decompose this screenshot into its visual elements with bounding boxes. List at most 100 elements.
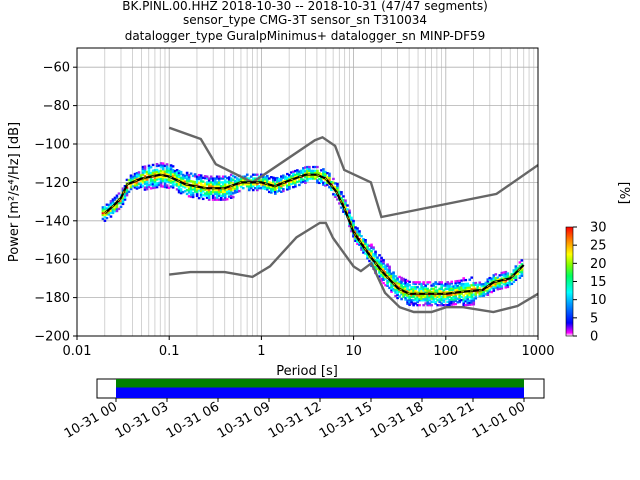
pdf-cell	[488, 278, 492, 282]
pdf-cell	[466, 284, 470, 287]
pdf-cell	[169, 179, 173, 182]
pdf-cell	[426, 304, 429, 307]
pdf-cell	[310, 169, 313, 173]
pdf-cell	[424, 287, 427, 291]
pdf-cell	[177, 173, 181, 177]
pdf-cell	[450, 293, 454, 297]
pdf-cell	[123, 194, 127, 197]
pdf-cell	[336, 186, 339, 190]
pdf-cell	[350, 216, 353, 219]
pdf-cell	[442, 304, 445, 307]
pdf-cell	[508, 283, 512, 286]
pdf-cell	[225, 192, 229, 195]
pdf-cell	[504, 276, 508, 279]
pdf-cell	[288, 187, 291, 190]
pdf-cell	[203, 192, 207, 195]
pdf-cell	[422, 299, 425, 302]
pdf-cell	[169, 170, 173, 173]
pdf-cell	[199, 176, 203, 179]
pdf-cell	[386, 265, 389, 268]
pdf-cell	[113, 210, 117, 213]
pdf-cell	[103, 208, 107, 211]
pdf-cell	[446, 290, 449, 294]
pdf-cell	[199, 189, 203, 193]
pdf-cell	[438, 294, 441, 297]
pdf-cell	[215, 196, 219, 199]
pdf-cell	[450, 288, 454, 292]
pdf-cell	[446, 297, 449, 300]
pdf-cell	[428, 289, 431, 292]
pdf-cell	[470, 295, 474, 298]
pdf-cell	[243, 175, 247, 178]
pdf-cell	[360, 238, 363, 242]
pdf-cell	[187, 174, 191, 177]
pdf-cell	[460, 285, 464, 289]
pdf-cell	[432, 294, 435, 297]
pdf-cell	[454, 281, 458, 285]
pdf-cell	[211, 190, 215, 194]
pdf-cell	[274, 177, 277, 180]
pdf-cell	[442, 290, 445, 294]
pdf-cell	[380, 279, 383, 282]
pdf-cell	[468, 288, 472, 291]
pdf-cell	[404, 283, 407, 286]
pdf-cell	[227, 193, 231, 196]
pdf-cell	[163, 172, 167, 175]
pdf-cell	[518, 274, 522, 278]
pdf-cell	[360, 235, 363, 238]
pdf-cell	[195, 190, 199, 194]
pdf-cell	[410, 294, 413, 297]
pdf-cell	[396, 277, 399, 280]
pdf-cell	[153, 180, 157, 183]
pdf-cell	[414, 290, 417, 294]
pdf-cell	[392, 287, 395, 291]
pdf-cell	[115, 194, 119, 197]
pdf-cell	[348, 211, 351, 214]
pdf-cell	[500, 273, 504, 277]
pdf-cell	[474, 297, 478, 300]
pdf-cell	[211, 177, 215, 180]
pdf-cell	[177, 169, 181, 173]
pdf-cell	[111, 200, 115, 203]
pdf-cell	[235, 184, 239, 188]
colorbar-gradient	[565, 226, 574, 337]
pdf-cell	[171, 184, 175, 187]
pdf-cell	[157, 172, 161, 175]
pdf-cell	[133, 172, 137, 176]
pdf-cell	[380, 261, 383, 264]
pdf-cell	[370, 245, 373, 248]
pdf-cell	[211, 194, 215, 197]
pdf-cell	[356, 240, 359, 244]
pdf-cell	[211, 188, 215, 192]
pdf-cell	[223, 198, 227, 201]
pdf-cell	[346, 210, 349, 213]
pdf-cell	[193, 173, 197, 176]
pdf-cell	[197, 173, 201, 177]
pdf-cell	[137, 171, 141, 174]
pdf-cell	[155, 178, 159, 181]
pdf-cell	[320, 180, 323, 184]
pdf-cell	[137, 176, 141, 180]
pdf-cell	[141, 171, 145, 174]
pdf-cell	[294, 169, 297, 173]
pdf-cell	[486, 287, 490, 291]
pdf-cell	[286, 176, 289, 180]
pdf-cell	[418, 290, 421, 294]
pdf-cell	[466, 292, 470, 295]
pdf-cell	[251, 188, 255, 192]
pdf-cell	[101, 206, 105, 209]
pdf-cell	[452, 286, 456, 290]
y-tick-label: −80	[43, 99, 70, 114]
pdf-cell	[151, 184, 155, 188]
pdf-cell	[440, 302, 443, 305]
pdf-cell	[450, 303, 454, 306]
pdf-cell	[418, 281, 421, 284]
pdf-cell	[322, 170, 325, 173]
pdf-cell	[464, 296, 468, 299]
pdf-cell	[229, 187, 233, 190]
pdf-cell	[452, 296, 456, 300]
pdf-cell	[380, 277, 383, 281]
pdf-cell	[272, 180, 275, 183]
pdf-cell	[392, 289, 395, 292]
pdf-cell	[516, 272, 520, 276]
